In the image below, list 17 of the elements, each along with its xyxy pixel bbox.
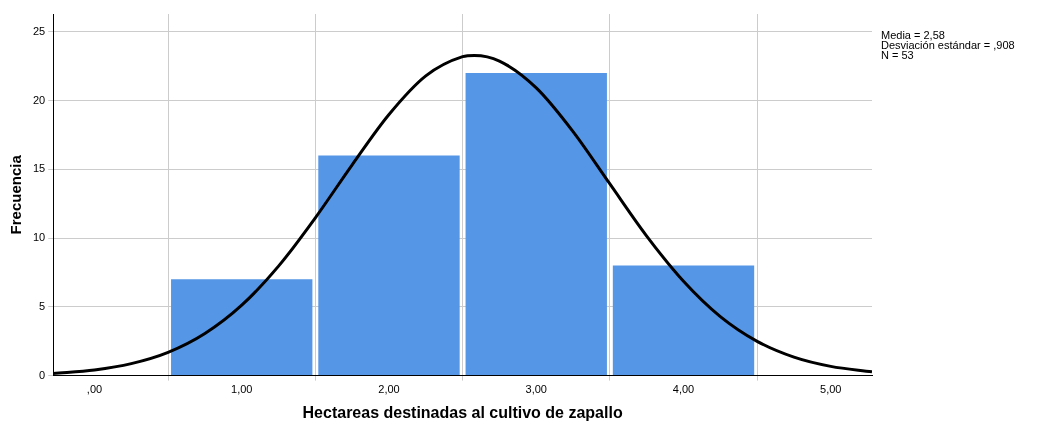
text: Media = 2,58 <box>881 28 945 41</box>
y-tick-label: 10 <box>32 231 46 244</box>
y-tick-label: 5 <box>39 299 46 312</box>
y-tick-label: 20 <box>32 93 46 106</box>
x-tick-label: 4,00 <box>672 383 695 396</box>
y-tick-label: 0 <box>39 368 46 381</box>
x-tick-label: 3,00 <box>525 383 547 396</box>
y-tick-label: 15 <box>32 162 46 175</box>
text: N = 53 <box>881 48 914 61</box>
y-tick-label: 25 <box>32 24 46 37</box>
x-tick-label: 1,00 <box>231 383 253 396</box>
x-tick-label: ,00 <box>86 383 103 396</box>
text: Desviación estándar = ,908 <box>881 38 1015 51</box>
x-tick-label: 2,00 <box>378 383 400 396</box>
y-axis-title: Frecuencia <box>7 154 25 235</box>
x-tick-label: 5,00 <box>820 383 842 396</box>
x-axis-title: Hectareas destinadas al cultivo de zapallo <box>302 403 623 421</box>
